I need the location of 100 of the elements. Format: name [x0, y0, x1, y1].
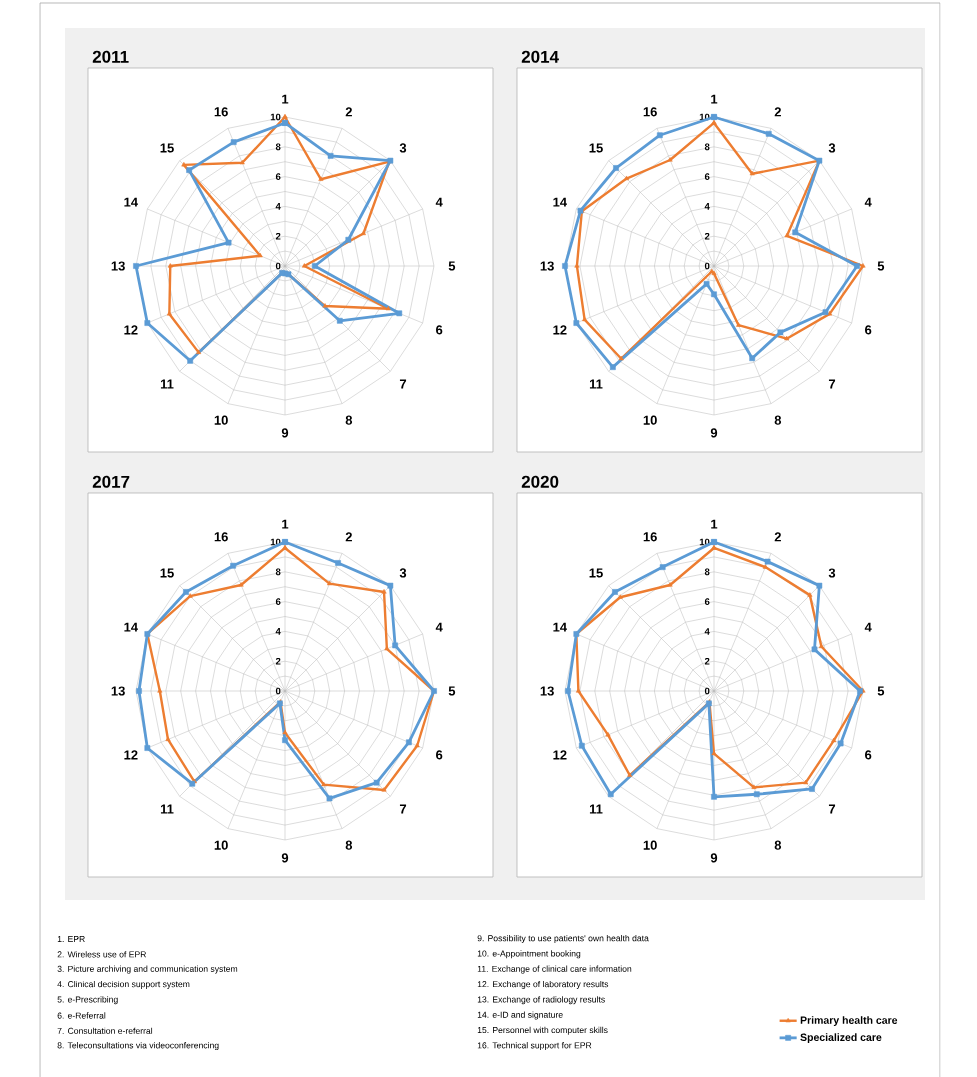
y-tick-label: 8 — [275, 143, 281, 151]
y-tick-label: 8 — [704, 568, 710, 576]
text: 1. EPR — [57, 936, 85, 942]
y-tick-label: 4 — [704, 203, 710, 210]
spoke-label: 15 — [160, 568, 174, 578]
spoke-label: 9 — [710, 853, 718, 863]
y-tick-label: 2 — [704, 232, 710, 240]
y-tick-label: 6 — [275, 598, 281, 605]
spoke-label: 16 — [214, 107, 228, 117]
text: 5. e-Prescribing — [57, 996, 118, 1005]
spoke-label: 6 — [865, 750, 872, 760]
y-tick-label: 0 — [275, 262, 281, 270]
text: 15. Personnel with computer skills — [477, 1026, 608, 1035]
y-tick-label: 6 — [275, 173, 281, 180]
spoke-label: 4 — [435, 197, 443, 207]
spoke-label: 4 — [435, 622, 443, 632]
spoke-label: 7 — [399, 804, 407, 814]
text: 9. Possibility to use patients' own health data — [477, 934, 649, 944]
y-tick-label: 6 — [704, 173, 710, 180]
text: 8. Teleconsultations via videoconferencing — [57, 1042, 219, 1051]
spoke-label: 5 — [448, 261, 456, 271]
text: 14. e-ID and signature — [477, 1011, 563, 1020]
spoke-label: 10 — [643, 415, 657, 425]
spoke-label: 1 — [282, 94, 289, 104]
text: 4. Clinical decision support system — [57, 980, 190, 989]
spoke-label: 13 — [111, 686, 125, 696]
spoke-label: 10 — [214, 415, 228, 425]
spoke-label: 14 — [553, 197, 567, 207]
spoke-label: 14 — [553, 622, 567, 632]
spoke-label: 7 — [828, 379, 836, 389]
spoke-label: 1 — [711, 519, 718, 529]
text: 2. Wireless use of EPR — [57, 951, 146, 958]
spoke-label: 2 — [774, 532, 781, 542]
y-tick-label: 8 — [275, 568, 281, 576]
spoke-label: 9 — [710, 428, 718, 438]
y-tick-label: 10 — [270, 113, 281, 121]
spoke-label: 7 — [828, 804, 836, 814]
spoke-label: 15 — [589, 143, 603, 153]
y-tick-label: 0 — [704, 262, 710, 270]
spoke-label: 15 — [589, 568, 603, 578]
spoke-label: 1 — [282, 519, 289, 529]
text: 6. e-Referral — [57, 1012, 106, 1019]
spoke-label: 16 — [643, 107, 657, 117]
spoke-label: 13 — [540, 261, 554, 271]
chart-title: 2017 — [92, 475, 130, 488]
spoke-label: 7 — [399, 379, 407, 389]
y-tick-label: 2 — [275, 232, 281, 240]
spoke-label: 11 — [160, 804, 174, 814]
spoke-label: 6 — [436, 750, 443, 760]
spoke-label: 14 — [124, 622, 138, 632]
spoke-label: 10 — [214, 840, 228, 850]
spoke-label: 12 — [124, 325, 138, 335]
text: 10. e-Appointment booking — [477, 950, 581, 959]
text: 12. Exchange of laboratory results — [477, 980, 609, 989]
spoke-label: 5 — [448, 686, 456, 696]
legend-label: Specialized care — [800, 1033, 882, 1044]
spoke-label: 2 — [345, 532, 352, 542]
spoke-label: 3 — [828, 143, 836, 153]
y-tick-label: 4 — [704, 628, 710, 635]
spoke-label: 5 — [877, 261, 885, 271]
spoke-label: 3 — [399, 143, 407, 153]
text: 7. Consultation e-referral — [57, 1027, 153, 1034]
spoke-label: 8 — [774, 840, 782, 850]
spoke-label: 14 — [124, 197, 138, 207]
y-tick-label: 8 — [704, 143, 710, 151]
spoke-label: 16 — [643, 532, 657, 542]
chart-title: 2011 — [92, 50, 129, 63]
spoke-label: 11 — [589, 379, 603, 389]
text: 11. Exchange of clinical care information — [477, 965, 632, 974]
spoke-label: 10 — [643, 840, 657, 850]
spoke-label: 5 — [877, 686, 885, 696]
y-tick-label: 2 — [704, 657, 710, 665]
spoke-label: 9 — [281, 428, 289, 438]
text: 13. Exchange of radiology results — [477, 996, 605, 1005]
spoke-label: 12 — [553, 750, 567, 760]
spoke-label: 3 — [399, 568, 407, 578]
spoke-label: 8 — [774, 415, 782, 425]
y-tick-label: 4 — [275, 628, 281, 635]
spoke-label: 4 — [864, 622, 872, 632]
y-tick-label: 0 — [704, 687, 710, 695]
chart-title: 2020 — [521, 475, 559, 488]
spoke-label: 8 — [345, 415, 353, 425]
spoke-label: 3 — [828, 568, 836, 578]
spoke-label: 13 — [111, 261, 125, 271]
text: 3. Picture archiving and communication system — [57, 965, 238, 974]
y-tick-label: 2 — [275, 657, 281, 665]
spoke-label: 8 — [345, 840, 353, 850]
spoke-label: 16 — [214, 532, 228, 542]
spoke-label: 2 — [345, 107, 352, 117]
legend-label: Primary health care — [800, 1016, 898, 1026]
y-tick-label: 6 — [704, 598, 710, 605]
spoke-label: 6 — [865, 325, 872, 335]
spoke-label: 9 — [281, 853, 289, 863]
spoke-label: 1 — [711, 94, 718, 104]
spoke-label: 4 — [864, 197, 872, 207]
y-tick-label: 4 — [275, 203, 281, 210]
spoke-label: 12 — [553, 325, 567, 335]
spoke-label: 11 — [160, 379, 174, 389]
chart-title: 2014 — [521, 50, 559, 63]
spoke-label: 12 — [124, 750, 138, 760]
